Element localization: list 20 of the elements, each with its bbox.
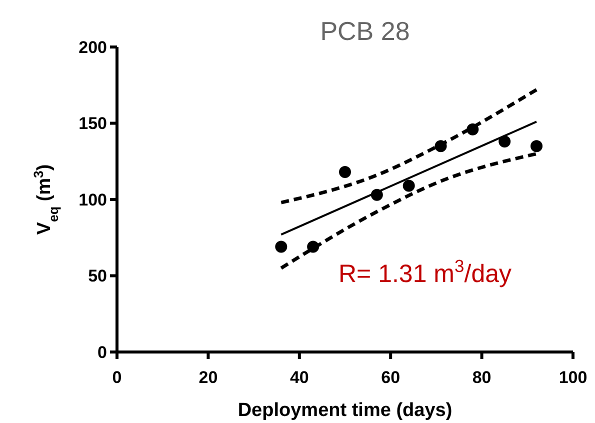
y-tick-label: 150: [78, 114, 107, 134]
x-tick-label: 100: [558, 368, 588, 387]
x-tick-label: 80: [472, 368, 492, 387]
line-series: [279, 88, 538, 204]
annotation: R= 1.31 m$^{3}$/day: [338, 256, 512, 288]
x-tick-label: 60: [381, 368, 400, 387]
y-tick-label: 0: [98, 342, 107, 362]
x-tick-label: 0: [112, 368, 122, 387]
point: [402, 180, 415, 192]
x-tick-label: 40: [290, 368, 309, 387]
point: [339, 166, 351, 178]
point: [275, 240, 288, 253]
point: [498, 136, 511, 148]
y-tick-label: 200: [78, 38, 107, 57]
y-tick-label: 100: [78, 190, 107, 210]
point: [530, 140, 543, 152]
x-axis-title: Deployment time (days): [238, 400, 452, 421]
chart-title: PCB 28: [320, 16, 410, 46]
y-tick-label: 50: [88, 266, 107, 286]
x-tick-label: 20: [198, 368, 218, 387]
